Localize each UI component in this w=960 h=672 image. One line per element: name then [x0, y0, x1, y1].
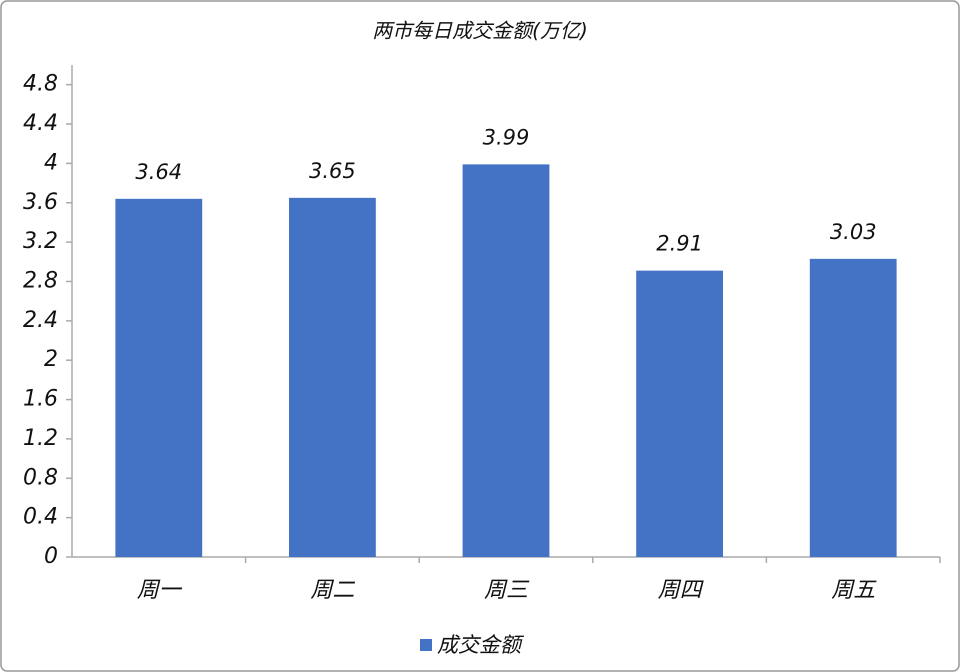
data-label: 2.91 [656, 232, 703, 256]
y-tick-label: 0 [44, 544, 58, 569]
y-tick-label: 2.4 [23, 308, 58, 333]
bar [115, 198, 203, 557]
data-label: 3.99 [483, 125, 530, 149]
y-tick-label: 2 [44, 347, 58, 372]
bar [809, 258, 897, 557]
bar [462, 164, 550, 557]
legend-label: 成交金额 [437, 633, 525, 657]
x-tick-label: 周一 [137, 578, 183, 603]
data-label: 3.03 [830, 220, 877, 244]
y-tick-label: 3.2 [23, 229, 58, 254]
y-tick-label: 1.6 [23, 387, 58, 412]
bar [636, 270, 723, 557]
bar [289, 197, 376, 557]
y-tick-label: 4.4 [23, 111, 58, 136]
y-tick-label: 2.8 [23, 268, 58, 293]
data-label: 3.65 [309, 159, 356, 183]
x-tick-label: 周二 [310, 578, 355, 603]
chart-title: 两市每日成交金额(万亿) [372, 19, 588, 43]
y-tick-label: 4.8 [23, 72, 58, 97]
data-label: 3.64 [135, 160, 182, 184]
y-tick-label: 0.4 [23, 505, 58, 530]
y-tick-label: 4 [44, 150, 58, 175]
y-tick-label: 3.6 [23, 190, 58, 215]
legend-swatch [420, 639, 432, 651]
x-tick-label: 周四 [658, 578, 705, 603]
y-tick-label: 0.8 [23, 465, 58, 490]
y-tick-label: 1.2 [23, 426, 58, 451]
x-tick-label: 周五 [831, 578, 877, 603]
x-tick-label: 周三 [484, 578, 530, 603]
